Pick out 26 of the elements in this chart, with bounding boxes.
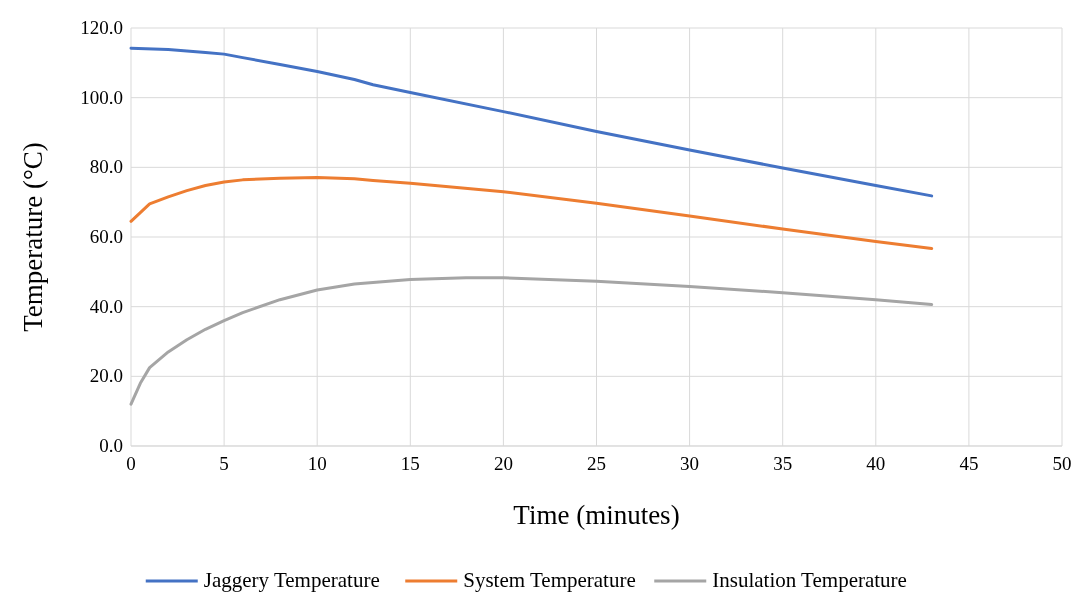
x-tick-label: 50 (1052, 453, 1072, 474)
line-series (129, 175, 934, 250)
x-tick-label: 20 (493, 453, 513, 474)
x-tick-label: 0 (126, 453, 136, 474)
x-tick-label: 15 (400, 453, 420, 474)
y-tick-label: 40.0 (89, 295, 123, 317)
y-tick-label: 20.0 (89, 365, 123, 387)
line-series (129, 276, 934, 406)
legend-label: System Temperature (463, 568, 636, 592)
x-tick-label: 30 (680, 453, 700, 474)
x-tick-label: 10 (307, 453, 327, 474)
y-tick-label: 0.0 (99, 435, 123, 456)
x-tick-label: 40 (866, 453, 886, 474)
x-tick-label: 25 (587, 453, 606, 474)
x-tick-label: 45 (959, 453, 979, 474)
x-tick-label: 5 (219, 453, 229, 474)
y-tick-label: 100.0 (80, 86, 123, 108)
y-tick-label: 80.0 (89, 156, 123, 178)
y-tick-label: 60.0 (89, 226, 123, 247)
legend-label: Jaggery Temperature (203, 568, 380, 592)
y-tick-label: 120.0 (80, 17, 123, 38)
y-axis-title: Temperature (°C) (18, 142, 48, 332)
line-series (129, 46, 934, 198)
legend-label: Insulation Temperature (712, 568, 907, 592)
x-tick-label: 35 (773, 453, 793, 474)
x-axis-title: Time (minutes) (513, 500, 680, 530)
